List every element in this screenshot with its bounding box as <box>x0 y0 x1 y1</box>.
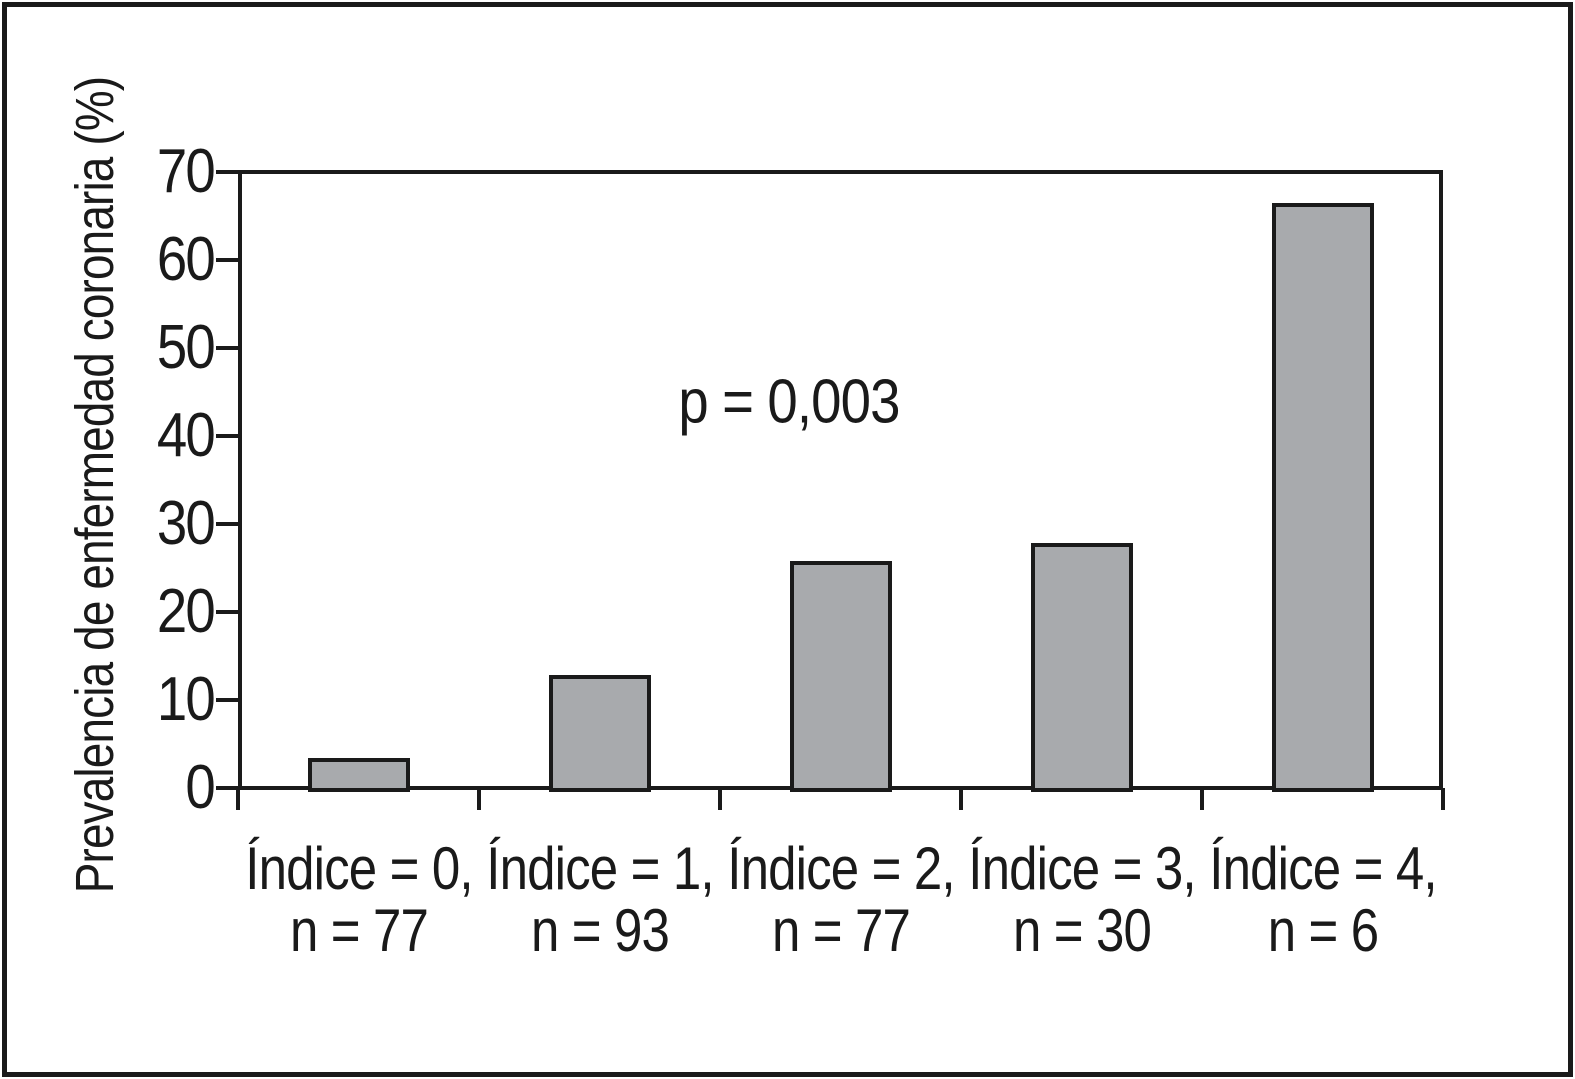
x-category-line2: n = 93 <box>530 897 669 964</box>
y-axis-tick-mark <box>216 698 238 702</box>
y-axis-tick-label: 60 <box>156 225 216 294</box>
x-axis-category-label-4: Índice = 4, n = 6 <box>1195 838 1450 962</box>
y-axis-tick-mark <box>216 170 238 174</box>
x-category-line2: n = 77 <box>771 897 910 964</box>
p-value-annotation: p = 0,003 <box>678 367 900 437</box>
y-axis-tick-mark <box>216 786 238 790</box>
x-axis-tick-mark <box>477 788 481 810</box>
x-axis-tick-mark <box>1200 788 1204 810</box>
x-axis-tick-mark <box>236 788 240 810</box>
y-axis-tick-label: 70 <box>156 137 216 206</box>
y-axis-tick-mark <box>216 610 238 614</box>
x-category-line1: Índice = 4, <box>1208 835 1437 902</box>
y-axis-tick-label: 20 <box>156 577 216 646</box>
x-category-line1: Índice = 2, <box>726 835 955 902</box>
y-axis-tick-mark <box>216 522 238 526</box>
y-axis-tick-mark <box>216 258 238 262</box>
x-category-line2: n = 6 <box>1267 897 1378 964</box>
y-axis-tick-mark <box>216 346 238 350</box>
y-axis-tick-label: 0 <box>185 753 215 822</box>
y-axis-tick-label: 40 <box>156 401 216 470</box>
y-axis-tick-label: 10 <box>156 665 216 734</box>
y-axis-tick-label: 30 <box>156 489 216 558</box>
x-axis-category-label-0: Índice = 0, n = 77 <box>231 838 486 962</box>
x-category-line1: Índice = 3, <box>967 835 1196 902</box>
bar-indice-0 <box>307 758 410 792</box>
x-axis-tick-mark <box>718 788 722 810</box>
x-axis-category-label-1: Índice = 1, n = 93 <box>472 838 727 962</box>
y-axis-tick-mark <box>216 434 238 438</box>
x-category-line1: Índice = 1, <box>485 835 714 902</box>
x-axis-tick-mark <box>959 788 963 810</box>
x-axis-tick-mark <box>1441 788 1445 810</box>
y-axis-tick-label: 50 <box>156 313 216 382</box>
x-axis-category-label-2: Índice = 2, n = 77 <box>713 838 968 962</box>
x-category-line2: n = 77 <box>289 897 428 964</box>
bar-indice-2 <box>789 560 892 792</box>
x-axis-category-label-3: Índice = 3, n = 30 <box>954 838 1209 962</box>
bar-indice-4 <box>1271 202 1374 792</box>
x-category-line1: Índice = 0, <box>244 835 473 902</box>
bar-indice-3 <box>1030 543 1133 792</box>
x-category-line2: n = 30 <box>1012 897 1151 964</box>
bar-indice-1 <box>548 675 651 792</box>
